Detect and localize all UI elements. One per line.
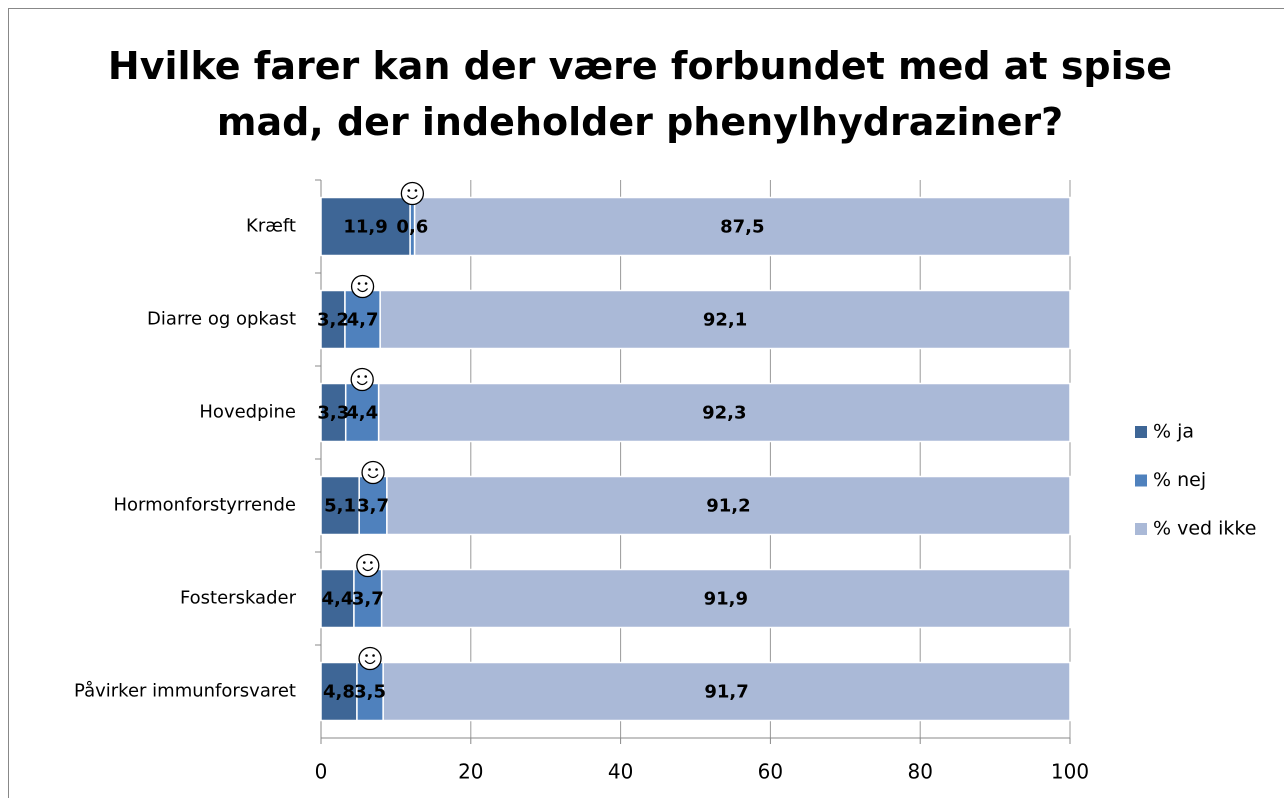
data-label: 4,4: [346, 403, 378, 424]
bar-segment: [377, 382, 1071, 443]
smiley-mouth: [406, 195, 418, 200]
smiley-eye: [368, 468, 371, 471]
smiley-mouth: [364, 660, 376, 665]
legend-swatch: [1135, 426, 1147, 438]
data-label: 91,9: [704, 589, 748, 610]
chart-frame: [8, 8, 1284, 798]
y-tick-label: Hovedpine: [199, 402, 296, 423]
smiley-mouth: [362, 567, 374, 572]
bar-segment: [413, 196, 1071, 257]
smiley-face: [361, 460, 385, 485]
smiley-face: [400, 181, 425, 206]
data-label: 3,7: [352, 589, 384, 610]
data-label: 92,3: [702, 403, 746, 424]
data-label: 3,7: [357, 496, 389, 517]
data-label: 92,1: [703, 310, 747, 331]
bar-segment: [320, 382, 347, 443]
y-tick-label: Påvirker immunforsvaret: [74, 681, 296, 702]
smiley-face: [350, 274, 375, 299]
bar-segment: [380, 568, 1071, 629]
legend-label: % ved ikke: [1153, 518, 1256, 540]
data-label: 11,9: [343, 217, 387, 238]
y-tick-label: Hormonforstyrrende: [114, 495, 297, 516]
smiley-eye: [357, 375, 360, 378]
smiley-eye: [414, 189, 418, 192]
x-tick-label: 20: [458, 760, 483, 784]
bar-segment: [356, 661, 384, 722]
smiley: [350, 367, 374, 392]
smiley-eye: [357, 282, 361, 285]
smiley-eye: [375, 468, 378, 471]
x-tick-label: 40: [608, 760, 633, 784]
data-label: 91,7: [704, 682, 748, 703]
legend-label: % nej: [1153, 469, 1206, 491]
smiley: [350, 274, 375, 299]
smiley-face: [350, 367, 374, 392]
smiley-eye: [407, 189, 411, 192]
smiley-eye: [363, 561, 366, 564]
data-label: 4,4: [322, 589, 354, 610]
smiley: [361, 460, 385, 485]
data-label: 91,2: [706, 496, 750, 517]
legend-swatch: [1135, 474, 1147, 487]
smiley-eye: [364, 375, 367, 378]
data-label: 4,8: [323, 682, 355, 703]
data-label: 5,1: [324, 496, 356, 517]
y-tick-label: Fosterskader: [180, 588, 297, 609]
x-tick-label: 60: [758, 760, 783, 784]
data-label: 0,6: [396, 217, 428, 238]
smiley-eye: [370, 561, 373, 564]
smiley: [400, 181, 425, 206]
smiley-mouth: [357, 288, 369, 293]
smiley-eye: [364, 282, 368, 285]
bar-segment: [320, 568, 355, 629]
smiley: [358, 646, 382, 671]
data-label: 3,3: [317, 403, 349, 424]
smiley-face: [356, 553, 380, 578]
x-tick-label: 0: [315, 760, 328, 784]
bar-segment: [386, 475, 1071, 536]
bar-segment: [353, 568, 383, 629]
bar-segment: [320, 475, 360, 536]
smiley-mouth: [367, 474, 379, 479]
data-label: 87,5: [720, 217, 764, 238]
smiley-face: [358, 646, 382, 671]
data-label: 3,2: [317, 310, 349, 331]
x-tick-label: 100: [1051, 760, 1089, 784]
y-tick-label: Kræft: [246, 216, 296, 237]
bar-segment: [344, 382, 380, 443]
bar-segment: [320, 661, 358, 722]
data-label: 4,7: [347, 310, 379, 331]
bar-segment: [379, 289, 1071, 350]
x-tick-label: 80: [907, 760, 932, 784]
smiley-eye: [365, 654, 368, 657]
y-tick-label: Diarre og opkast: [147, 309, 296, 330]
smiley: [356, 553, 380, 578]
smiley-mouth: [356, 381, 368, 386]
data-label: 3,5: [354, 682, 386, 703]
smiley-eye: [372, 654, 375, 657]
legend-label: % ja: [1153, 421, 1194, 443]
legend-swatch: [1135, 523, 1147, 535]
bar-segment: [382, 661, 1071, 722]
chart-title: Hvilke farer kan der være forbundet med …: [107, 44, 1173, 144]
